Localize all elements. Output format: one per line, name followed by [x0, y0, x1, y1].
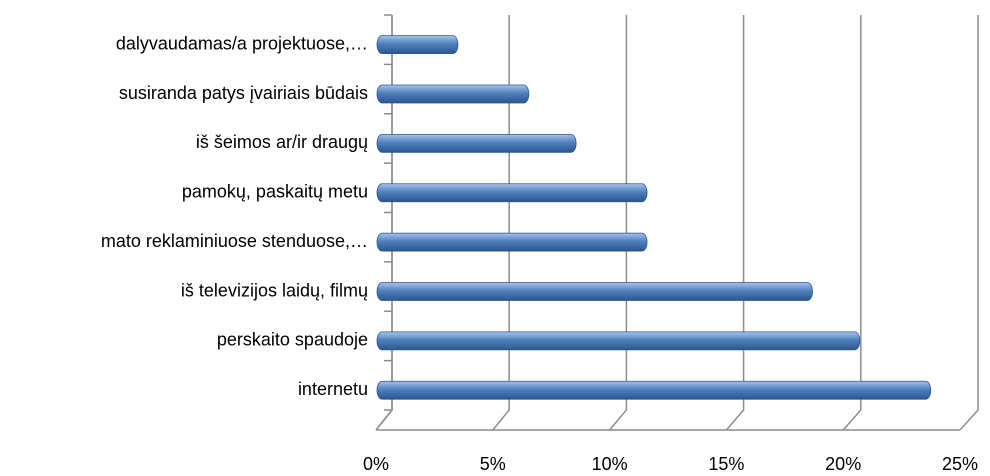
y-tick-label: susiranda patys įvairiais būdais: [119, 83, 368, 103]
bar: [376, 35, 459, 55]
bar: [376, 183, 648, 203]
y-tick-label: internetu: [298, 379, 368, 399]
grid-line: [375, 15, 393, 431]
y-tick-label: mato reklaminiuose stenduose,…: [101, 231, 368, 251]
left-wall: [375, 15, 393, 431]
bar: [376, 282, 813, 301]
bar: [376, 331, 861, 351]
grid-line: [959, 15, 979, 431]
y-tick-label: pamokų, paskaitų metu: [182, 182, 368, 202]
bar: [376, 84, 530, 104]
bar: [376, 232, 648, 252]
bar: [376, 380, 932, 400]
grid-line: [609, 15, 628, 431]
bar: [376, 133, 577, 153]
grid-line: [492, 15, 510, 431]
x-tick-label: 25%: [942, 454, 978, 474]
y-tick-label: perskaito spaudoje: [217, 330, 368, 350]
x-tick-label: 5%: [480, 454, 506, 474]
x-tick-label: 15%: [708, 454, 744, 474]
x-tick-label: 20%: [825, 454, 861, 474]
y-tick-label: iš televizijos laidų, filmų: [181, 280, 368, 300]
x-tick-label: 0%: [363, 454, 389, 474]
grid-line: [725, 15, 745, 431]
x-tick-label: 10%: [592, 454, 628, 474]
grid-line: [842, 15, 862, 431]
y-tick-label: dalyvaudamas/a projektuose,…: [116, 33, 368, 53]
y-tick-label: iš šeimos ar/ir draugų: [196, 132, 368, 152]
